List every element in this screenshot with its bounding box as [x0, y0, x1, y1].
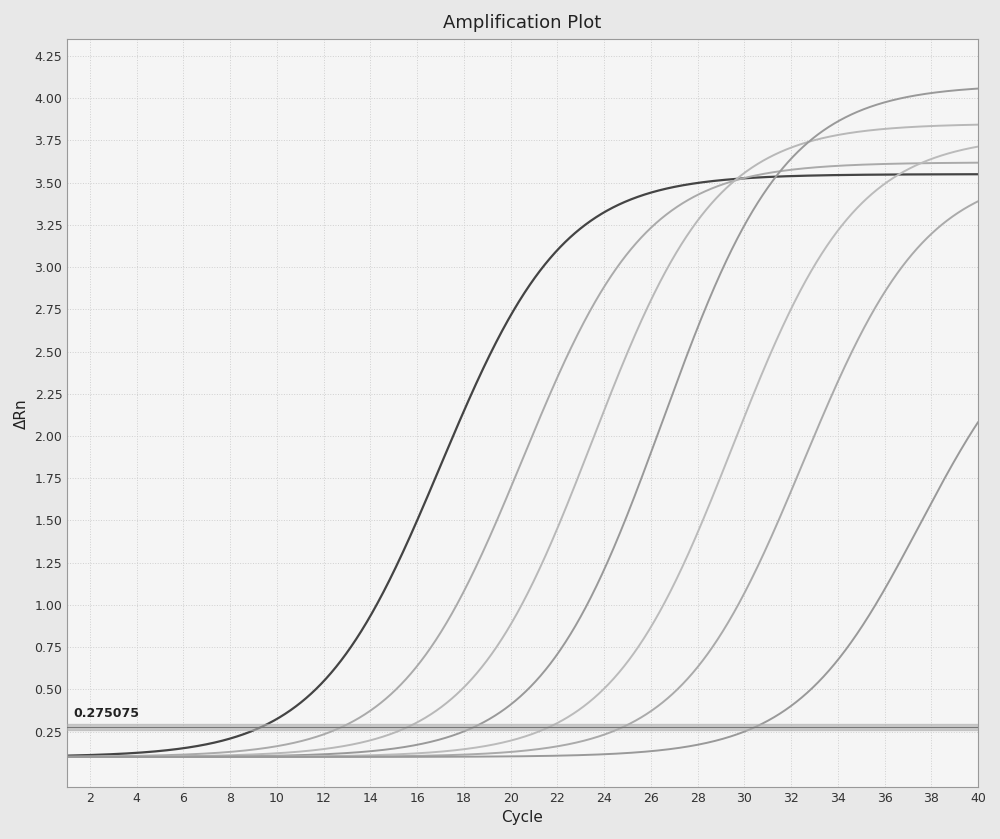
X-axis label: Cycle: Cycle — [501, 810, 543, 825]
Title: Amplification Plot: Amplification Plot — [443, 14, 602, 32]
Y-axis label: ΔRn: ΔRn — [14, 398, 29, 429]
Text: 0.275075: 0.275075 — [74, 707, 140, 720]
Bar — [67, 724, 978, 731]
